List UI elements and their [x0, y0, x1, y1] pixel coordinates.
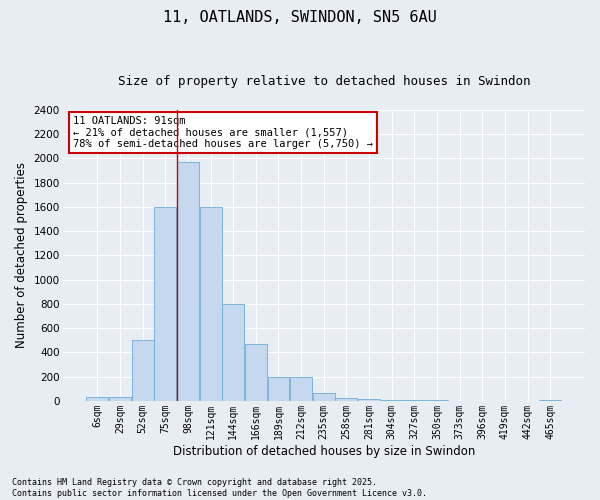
Bar: [109, 398, 131, 401]
Bar: [200, 207, 221, 401]
Y-axis label: Number of detached properties: Number of detached properties: [15, 162, 28, 348]
Bar: [335, 398, 358, 401]
Bar: [358, 399, 380, 401]
Bar: [403, 400, 425, 401]
Bar: [177, 162, 199, 401]
Bar: [313, 393, 335, 401]
Bar: [222, 304, 244, 401]
Bar: [290, 376, 312, 401]
Bar: [539, 400, 561, 401]
Bar: [268, 376, 289, 401]
X-axis label: Distribution of detached houses by size in Swindon: Distribution of detached houses by size …: [173, 444, 475, 458]
Bar: [245, 344, 267, 401]
Text: 11 OATLANDS: 91sqm
← 21% of detached houses are smaller (1,557)
78% of semi-deta: 11 OATLANDS: 91sqm ← 21% of detached hou…: [73, 116, 373, 149]
Title: Size of property relative to detached houses in Swindon: Size of property relative to detached ho…: [118, 75, 530, 88]
Bar: [86, 398, 108, 401]
Bar: [154, 207, 176, 401]
Text: 11, OATLANDS, SWINDON, SN5 6AU: 11, OATLANDS, SWINDON, SN5 6AU: [163, 10, 437, 25]
Bar: [426, 400, 448, 401]
Bar: [381, 400, 403, 401]
Bar: [131, 340, 154, 401]
Text: Contains HM Land Registry data © Crown copyright and database right 2025.
Contai: Contains HM Land Registry data © Crown c…: [12, 478, 427, 498]
